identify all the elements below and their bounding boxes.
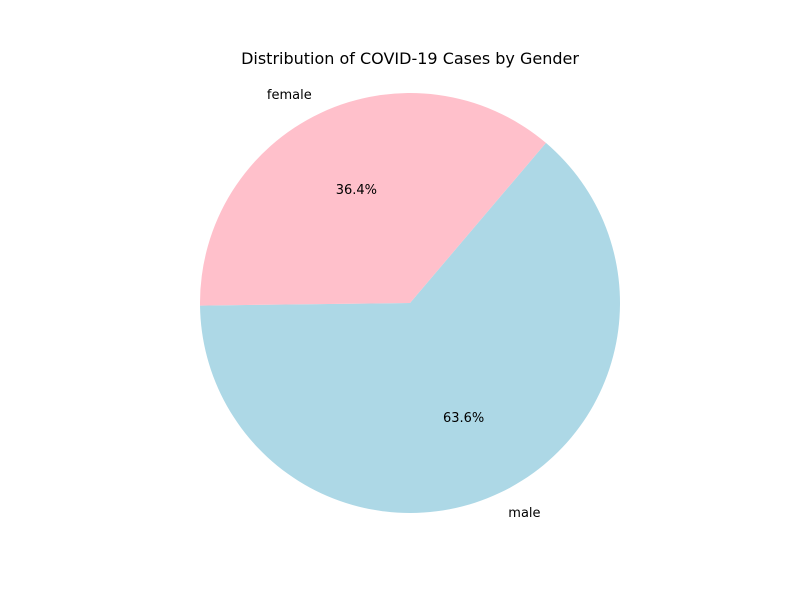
- slice-label-female: female: [267, 88, 312, 103]
- slice-percent-female: 36.4%: [336, 183, 377, 198]
- pie-slice-male: [200, 142, 621, 513]
- chart-title: Distribution of COVID-19 Cases by Gender: [241, 49, 579, 68]
- pie-labels: male 63.6% female 36.4%: [267, 88, 541, 521]
- slice-label-male: male: [508, 506, 540, 521]
- pie-slice-female: [200, 92, 546, 306]
- pie-slices: [200, 92, 621, 513]
- slice-percent-male: 63.6%: [443, 411, 484, 426]
